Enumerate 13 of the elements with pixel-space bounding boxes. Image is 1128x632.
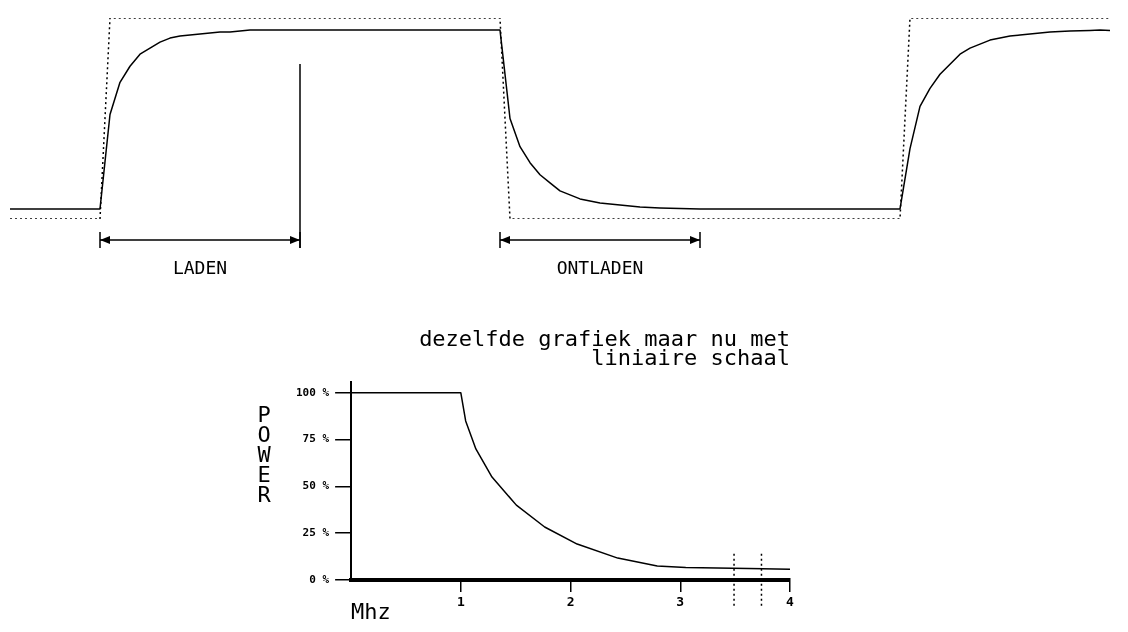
y-tick-label: 25 % bbox=[302, 526, 330, 540]
x-tick-label: 4 bbox=[786, 594, 795, 610]
y-tick-label: 75 % bbox=[302, 432, 330, 446]
y-tick-label: 100 % bbox=[295, 385, 330, 399]
x-axis-title: Mhz bbox=[351, 598, 391, 624]
y-tick-label: 50 % bbox=[302, 479, 330, 493]
y-axis-title: POWER bbox=[257, 401, 272, 507]
text: LADEN bbox=[172, 256, 228, 278]
x-tick-label: 2 bbox=[566, 594, 575, 610]
x-tick-label: 1 bbox=[456, 594, 465, 610]
y-tick-label: 0 % bbox=[309, 572, 330, 586]
text: ONTLADEN bbox=[556, 256, 644, 278]
x-tick-label: 3 bbox=[676, 594, 685, 610]
